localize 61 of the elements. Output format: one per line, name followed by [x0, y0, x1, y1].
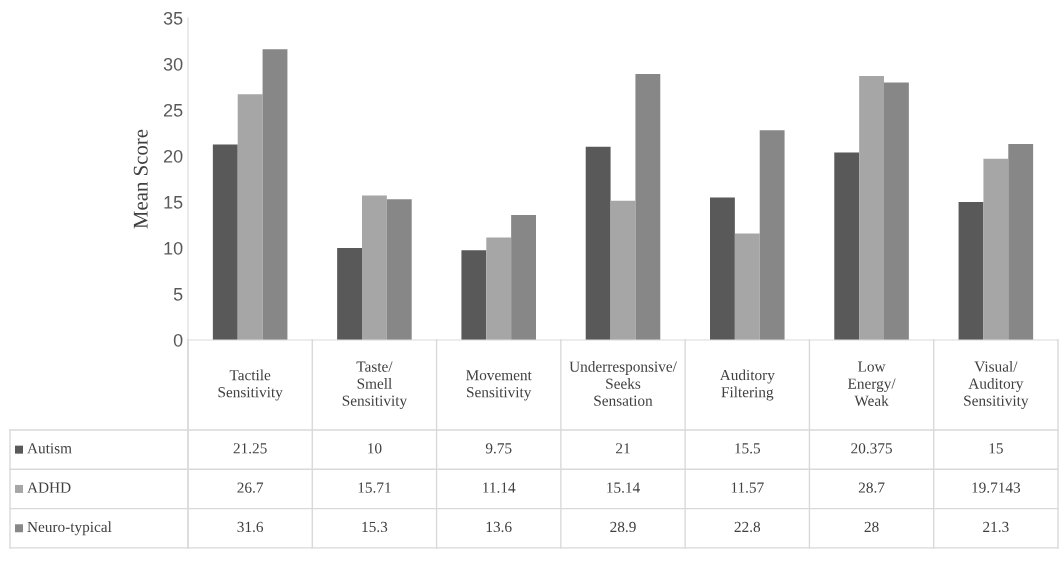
bar — [237, 94, 263, 340]
y-tick-label: 5 — [173, 288, 183, 301]
y-tick-label: 10 — [164, 241, 183, 255]
data-label: 21.25 — [233, 443, 267, 454]
bar — [834, 152, 860, 340]
x-tick-label: Movement Sensitivity — [466, 370, 532, 401]
x-tick-label: Taste/Smell Sensitivity — [342, 361, 408, 409]
x-tick-label: Low Energy/Weak — [847, 361, 896, 406]
data-label: 20.375 — [851, 443, 892, 454]
bar — [212, 144, 238, 340]
bar — [1008, 144, 1034, 340]
data-label: 26.7 — [237, 482, 264, 493]
bar — [362, 195, 387, 340]
x-tick-label: Auditory Filtering — [719, 369, 775, 401]
data-label: 9.75 — [485, 443, 512, 454]
data-label: 15.5 — [735, 443, 761, 454]
bar — [486, 237, 512, 340]
legend-label: Neuro-typical — [27, 521, 112, 536]
y-tick-label: 35 — [163, 11, 183, 25]
data-label: 15 — [989, 443, 1003, 454]
y-tick-label: 25 — [163, 103, 183, 117]
data-label: 10 — [368, 443, 382, 454]
bar — [262, 49, 288, 340]
data-label: 31.6 — [237, 521, 264, 533]
y-tick-label: 0 — [173, 333, 183, 347]
legend-label: ADHD — [27, 482, 71, 493]
data-label: 28.7 — [858, 482, 885, 493]
bar — [759, 130, 785, 340]
bar — [635, 74, 661, 340]
data-label: 19.7143 — [972, 482, 1021, 493]
y-tick-label: 30 — [163, 57, 183, 71]
legend-label: Autism — [27, 443, 72, 454]
y-tick-label: 20 — [163, 149, 183, 163]
bar — [958, 202, 984, 340]
bar — [386, 199, 412, 340]
data-label: 21.3 — [983, 521, 1009, 533]
bar — [884, 82, 909, 340]
data-label: 28 — [864, 521, 879, 533]
data-label: 21 — [616, 443, 630, 454]
data-label: 15.14 — [607, 482, 640, 493]
data-label: 15.71 — [358, 482, 391, 493]
data-label: 11.14 — [483, 482, 516, 493]
y-tick-label: 15 — [164, 196, 183, 209]
x-tick-label: Underresponsive/Seeks Sensation — [569, 361, 677, 406]
bar — [461, 250, 487, 340]
bar — [585, 146, 611, 340]
data-label: 28.9 — [610, 521, 636, 533]
bar — [710, 197, 735, 340]
data-label: 11.57 — [731, 482, 764, 493]
x-tick-label: Visual/Auditory Sensitivity — [964, 360, 1029, 410]
x-tick-label: Tactile Sensitivity — [218, 369, 283, 401]
bar — [734, 233, 760, 340]
y-axis-title: Mean Score — [133, 129, 148, 229]
bar — [610, 200, 636, 340]
bar — [983, 158, 1009, 340]
bar — [859, 75, 884, 340]
bar — [337, 248, 362, 340]
data-label: 22.8 — [734, 521, 761, 533]
data-label: 15.3 — [362, 521, 388, 533]
data-label: 13.6 — [486, 521, 512, 533]
bar — [511, 214, 536, 340]
